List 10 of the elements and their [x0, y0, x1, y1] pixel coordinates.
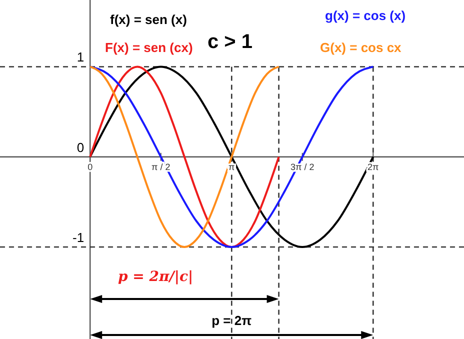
- text: f(x) = sen (x): [110, 12, 187, 27]
- text: G(x) = cos cx: [320, 40, 402, 55]
- y-tick-label: 0: [76, 140, 84, 155]
- y-tick-label: -1: [72, 230, 84, 246]
- text: g(x) = cos (x): [325, 8, 406, 23]
- series-label: F(x) = sen (cx): [105, 40, 193, 55]
- annotation: p = 2π: [212, 313, 252, 328]
- annotation: p = 2π/|c|: [118, 269, 194, 286]
- y-tick-label: 1: [76, 50, 84, 65]
- annotation: c > 1: [207, 31, 253, 53]
